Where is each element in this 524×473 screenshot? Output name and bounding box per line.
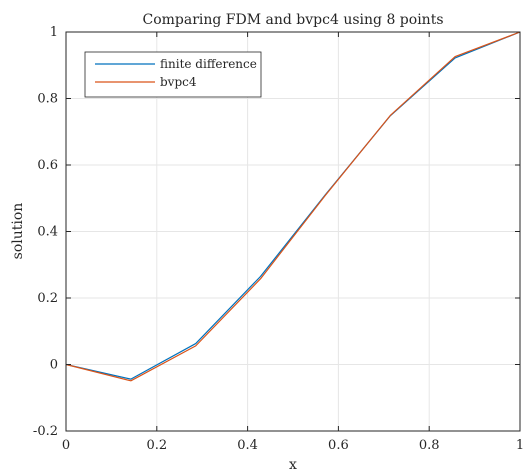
legend-label-finite-difference: finite difference bbox=[160, 57, 257, 71]
y-tick-label: -0.2 bbox=[33, 424, 58, 439]
x-tick-label: 0.8 bbox=[419, 438, 440, 453]
chart-title: Comparing FDM and bvpc4 using 8 points bbox=[142, 12, 443, 28]
x-tick-label: 0.4 bbox=[237, 438, 258, 453]
legend-box bbox=[84, 51, 262, 98]
legend: finite difference bvpc4 bbox=[84, 51, 262, 98]
y-tick-label: 0.4 bbox=[37, 225, 58, 240]
series-line-bvpc4 bbox=[65, 31, 521, 382]
y-tick-label: 0 bbox=[50, 358, 58, 373]
x-tick-label: 0 bbox=[62, 438, 70, 453]
tick-labels: 0 0.2 0.4 0.6 0.8 1 -0.2 0 0.2 0.4 0.6 0.8 1 bbox=[33, 25, 524, 453]
grid bbox=[66, 32, 520, 431]
series-lines bbox=[65, 31, 521, 382]
y-tick-label: 0.2 bbox=[37, 291, 58, 306]
x-tick-label: 0.2 bbox=[146, 438, 167, 453]
y-tick-label: 0.8 bbox=[37, 92, 58, 107]
y-tick-label: 1 bbox=[50, 25, 58, 40]
x-axis-label: x bbox=[289, 457, 297, 473]
y-axis-label: solution bbox=[10, 203, 26, 260]
legend-label-bvpc4: bvpc4 bbox=[160, 75, 197, 89]
x-tick-label: 1 bbox=[516, 438, 524, 453]
y-tick-label: 0.6 bbox=[37, 158, 58, 173]
series-line-finite-difference bbox=[65, 31, 521, 380]
axis-ticks bbox=[65, 31, 521, 432]
x-tick-label: 0.6 bbox=[328, 438, 349, 453]
